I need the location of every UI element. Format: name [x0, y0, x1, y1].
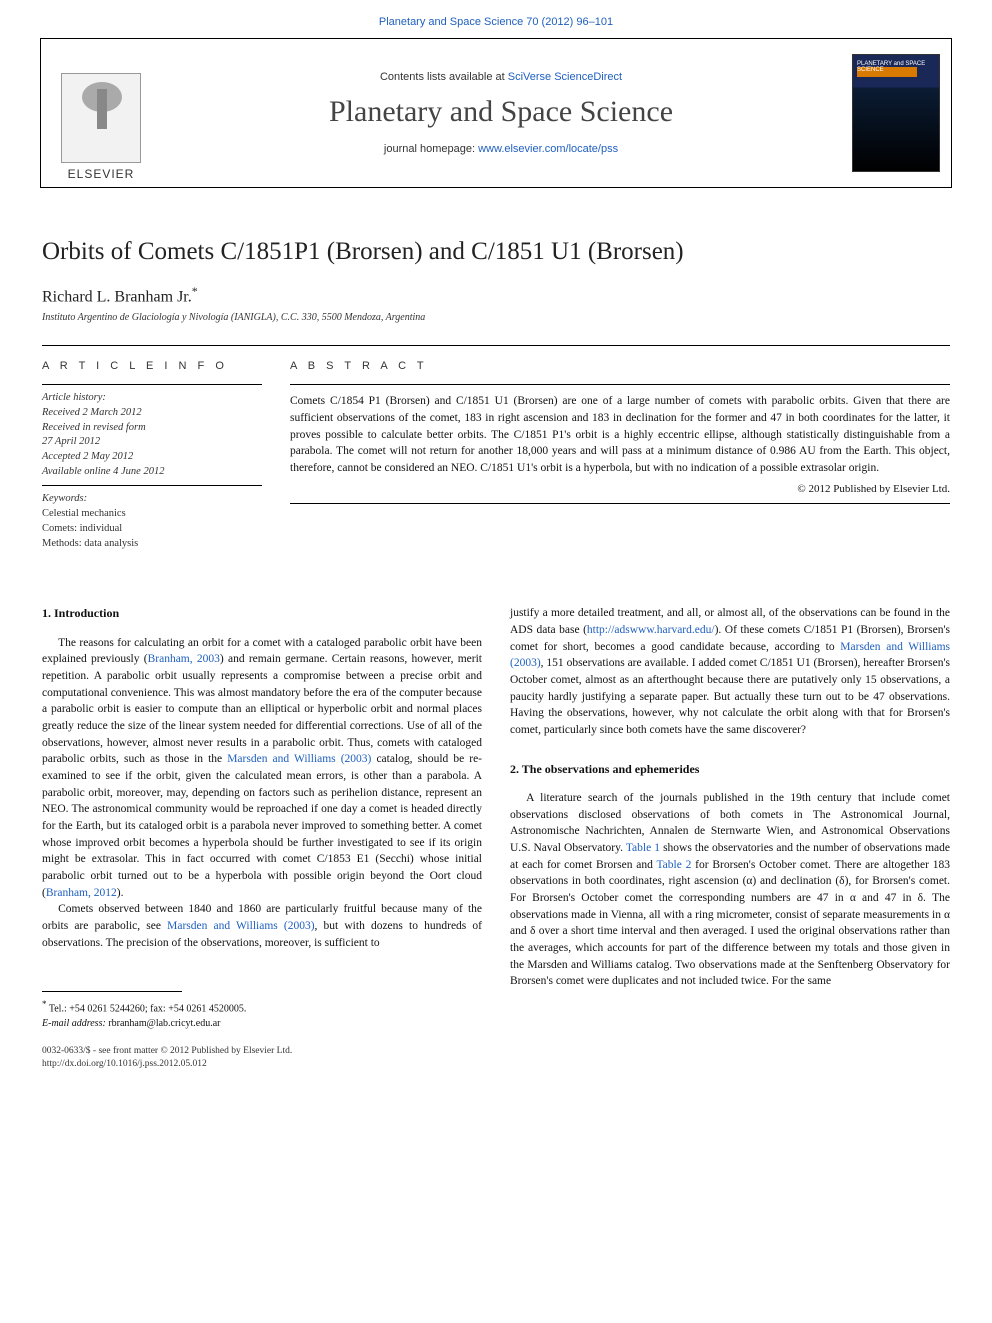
- homepage-url[interactable]: www.elsevier.com/locate/pss: [478, 143, 618, 155]
- email-label: E-mail address:: [42, 1018, 106, 1029]
- history-online: Available online 4 June 2012: [42, 466, 164, 477]
- s1p1d: ).: [117, 887, 124, 899]
- s2p1c: for Brorsen's October comet. There are a…: [510, 859, 950, 988]
- keywords-header: Keywords:: [42, 493, 87, 504]
- abstract-text: Comets C/1854 P1 (Brorsen) and C/1851 U1…: [290, 385, 950, 476]
- rule-abs-2: [290, 503, 950, 504]
- corr-email-line: E-mail address: rbranham@lab.cricyt.edu.…: [42, 1017, 482, 1031]
- body-columns: 1. Introduction The reasons for calculat…: [42, 605, 950, 1071]
- cover-label: PLANETARY and SPACE SCIENCE: [857, 61, 935, 73]
- journal-cover-thumb: PLANETARY and SPACE SCIENCE: [852, 54, 940, 172]
- contents-line: Contents lists available at SciVerse Sci…: [380, 71, 622, 83]
- issn-line: 0032-0633/$ - see front matter © 2012 Pu…: [42, 1046, 292, 1056]
- abstract-column: A B S T R A C T Comets C/1854 P1 (Brorse…: [290, 360, 950, 551]
- footer-rule: [42, 991, 182, 992]
- c2p1c: , 151 observations are available. I adde…: [510, 657, 950, 736]
- homepage-prefix: journal homepage:: [384, 143, 478, 155]
- banner-cover: PLANETARY and SPACE SCIENCE: [841, 39, 951, 187]
- s1-paragraph-2: Comets observed between 1840 and 1860 ar…: [42, 901, 482, 951]
- corr-tel-prefix: Tel.:: [49, 1004, 69, 1015]
- citation-link[interactable]: Planetary and Space Science 70 (2012) 96…: [379, 16, 613, 28]
- corr-tel: +54 0261 5244260; fax: +54 0261 4520005.: [69, 1004, 246, 1015]
- history-received: Received 2 March 2012: [42, 407, 142, 418]
- copyright-footer: 0032-0633/$ - see front matter © 2012 Pu…: [42, 1045, 482, 1072]
- sciencedirect-link[interactable]: SciVerse ScienceDirect: [508, 71, 622, 83]
- section-2-title: 2. The observations and ephemerides: [510, 761, 950, 778]
- history-revised-2: 27 April 2012: [42, 436, 100, 447]
- corr-star: *: [42, 999, 47, 1009]
- ref-marsden-2003-a[interactable]: Marsden and Williams (2003): [227, 753, 371, 765]
- elsevier-tree-icon: [61, 73, 141, 163]
- keyword-2: Comets: individual: [42, 522, 262, 537]
- keyword-3: Methods: data analysis: [42, 537, 262, 552]
- section-1-title: 1. Introduction: [42, 605, 482, 622]
- info-abstract-row: A R T I C L E I N F O Article history: R…: [42, 346, 950, 569]
- s1-paragraph-1: The reasons for calculating an orbit for…: [42, 635, 482, 902]
- ref-table-1[interactable]: Table 1: [626, 842, 660, 854]
- rule-info-2: [42, 485, 262, 486]
- s1p1b: ) and remain germane. Certain reasons, h…: [42, 653, 482, 765]
- keywords-block: Keywords: Celestial mechanics Comets: in…: [42, 492, 262, 551]
- journal-banner: ELSEVIER Contents lists available at Sci…: [40, 38, 952, 188]
- elsevier-label: ELSEVIER: [68, 167, 135, 181]
- keyword-1: Celestial mechanics: [42, 507, 262, 522]
- ref-branham-2012[interactable]: Branham, 2012: [46, 887, 117, 899]
- history-header: Article history:: [42, 392, 106, 403]
- history-accepted: Accepted 2 May 2012: [42, 451, 133, 462]
- s2-paragraph-1: A literature search of the journals publ…: [510, 790, 950, 990]
- ref-marsden-2003-b[interactable]: Marsden and Williams (2003): [167, 920, 314, 932]
- article-history: Article history: Received 2 March 2012 R…: [42, 385, 262, 479]
- contents-prefix: Contents lists available at: [380, 71, 508, 83]
- corresponding-footer: * Tel.: +54 0261 5244260; fax: +54 0261 …: [42, 991, 482, 1071]
- abstract-copyright: © 2012 Published by Elsevier Ltd.: [290, 483, 950, 495]
- ads-link[interactable]: http://adswww.harvard.edu/: [587, 624, 715, 636]
- affiliation: Instituto Argentino de Glaciología y Niv…: [42, 312, 950, 323]
- col2-paragraph-1: justify a more detailed treatment, and a…: [510, 605, 950, 738]
- s1p1c: catalog, should be re-examined to see if…: [42, 753, 482, 898]
- corr-author-mark: *: [192, 284, 198, 298]
- abstract-label: A B S T R A C T: [290, 360, 950, 372]
- corr-line: * Tel.: +54 0261 5244260; fax: +54 0261 …: [42, 998, 482, 1016]
- banner-center: Contents lists available at SciVerse Sci…: [161, 39, 841, 187]
- author-line: Richard L. Branham Jr.*: [42, 284, 950, 306]
- body-column-left: 1. Introduction The reasons for calculat…: [42, 605, 482, 1071]
- journal-title: Planetary and Space Science: [329, 95, 673, 129]
- history-revised-1: Received in revised form: [42, 422, 146, 433]
- author-name: Richard L. Branham Jr.: [42, 288, 192, 305]
- citation-header: Planetary and Space Science 70 (2012) 96…: [0, 0, 992, 38]
- ref-table-2[interactable]: Table 2: [656, 859, 691, 871]
- doi-line[interactable]: http://dx.doi.org/10.1016/j.pss.2012.05.…: [42, 1059, 207, 1069]
- article-title: Orbits of Comets C/1851P1 (Brorsen) and …: [42, 238, 950, 266]
- article-info-column: A R T I C L E I N F O Article history: R…: [42, 360, 262, 551]
- publisher-logo-block: ELSEVIER: [41, 39, 161, 187]
- email-address[interactable]: rbranham@lab.cricyt.edu.ar: [108, 1018, 220, 1029]
- article-info-label: A R T I C L E I N F O: [42, 360, 262, 372]
- article-area: Orbits of Comets C/1851P1 (Brorsen) and …: [0, 188, 992, 1091]
- body-column-right: justify a more detailed treatment, and a…: [510, 605, 950, 1071]
- ref-branham-2003[interactable]: Branham, 2003: [148, 653, 220, 665]
- homepage-line: journal homepage: www.elsevier.com/locat…: [384, 143, 618, 155]
